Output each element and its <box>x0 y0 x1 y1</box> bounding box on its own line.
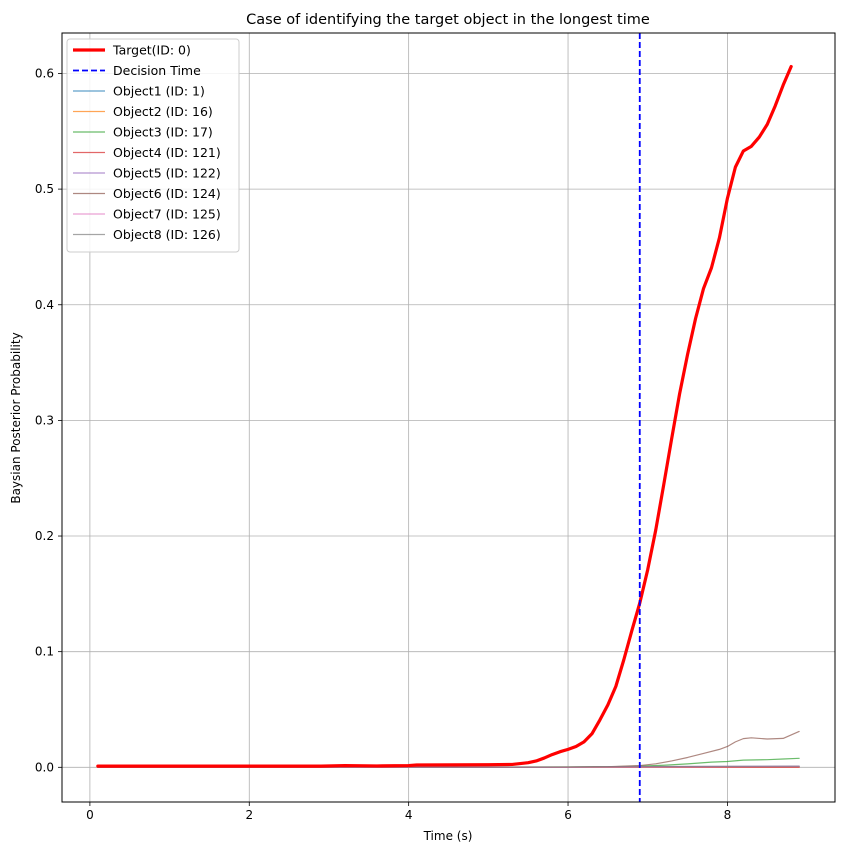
legend-label: Object8 (ID: 126) <box>113 227 221 242</box>
legend-label: Object4 (ID: 121) <box>113 145 221 160</box>
y-tick-label: 0.0 <box>35 760 54 774</box>
y-tick-label: 0.1 <box>35 645 54 659</box>
legend-label: Target(ID: 0) <box>112 43 191 58</box>
series-line-0 <box>96 64 793 768</box>
series-lines <box>96 64 800 768</box>
legend-label: Object7 (ID: 125) <box>113 207 221 222</box>
y-tick-label: 0.3 <box>35 413 54 427</box>
series-line-6 <box>97 730 800 768</box>
legend: Target(ID: 0) Decision Time Object1 (ID: 1… <box>66 38 240 253</box>
legend-label: Decision Time <box>113 63 201 78</box>
x-tick-label: 4 <box>405 808 413 822</box>
legend-label: Object3 (ID: 17) <box>113 125 213 140</box>
axis-ticks: 0 2 4 6 8 0.0 0.1 0.2 0.3 0.4 0.5 0.6 <box>35 66 731 822</box>
legend-label: Object1 (ID: 1) <box>113 84 205 99</box>
y-tick-label: 0.4 <box>35 298 54 312</box>
chart-title: Case of identifying the target object in… <box>246 12 650 28</box>
legend-label: Object6 (ID: 124) <box>113 186 221 201</box>
y-tick-label: 0.2 <box>35 529 54 543</box>
gridlines <box>62 33 835 802</box>
y-tick-label: 0.5 <box>35 182 54 196</box>
legend-label: Object5 (ID: 122) <box>113 166 221 181</box>
x-tick-label: 2 <box>245 808 253 822</box>
x-tick-label: 6 <box>564 808 572 822</box>
x-axis-label: Time (s) <box>423 829 473 843</box>
x-tick-label: 8 <box>724 808 732 822</box>
legend-box <box>66 38 240 253</box>
x-tick-label: 0 <box>86 808 94 822</box>
plot-frame <box>61 32 836 803</box>
y-axis-label: Baysian Posterior Probability <box>9 332 23 503</box>
y-tick-label: 0.6 <box>35 66 54 80</box>
legend-label: Object2 (ID: 16) <box>113 104 213 119</box>
series-line-8 <box>97 765 800 768</box>
